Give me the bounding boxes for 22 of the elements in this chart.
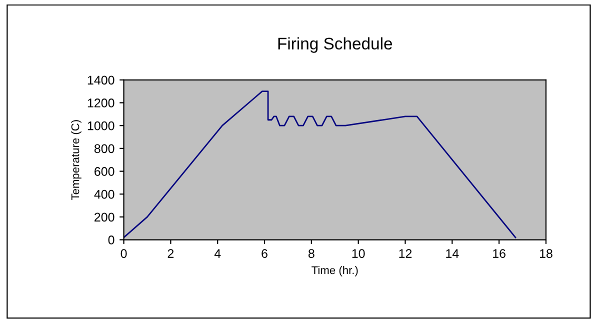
x-axis-title: Time (hr.)	[312, 266, 358, 276]
y-tick-label: 1200	[88, 98, 114, 108]
x-tick-label: 8	[308, 249, 314, 258]
x-tick-label: 10	[352, 249, 365, 258]
x-tick-label: 0	[120, 249, 127, 258]
y-tick-label: 600	[94, 167, 114, 176]
y-axis-title: Temperature (C)	[71, 120, 82, 200]
x-tick-label: 2	[168, 249, 174, 258]
line-series	[124, 90, 516, 238]
y-tick-label: 1000	[88, 121, 114, 130]
x-tick-label: 6	[262, 249, 268, 258]
chart-title: Firing Schedule	[278, 37, 392, 53]
x-tick-label: 18	[540, 249, 552, 258]
y-tick-label: 0	[108, 236, 114, 244]
x-tick-label: 16	[493, 249, 506, 258]
y-tick-label: 1400	[88, 76, 114, 85]
y-tick-label: 800	[94, 144, 114, 154]
x-tick-label: 4	[214, 249, 221, 258]
x-tick-label: 12	[399, 249, 412, 258]
y-tick-label: 400	[94, 190, 114, 199]
y-tick-label: 200	[94, 212, 114, 222]
x-tick-label: 14	[446, 249, 459, 258]
